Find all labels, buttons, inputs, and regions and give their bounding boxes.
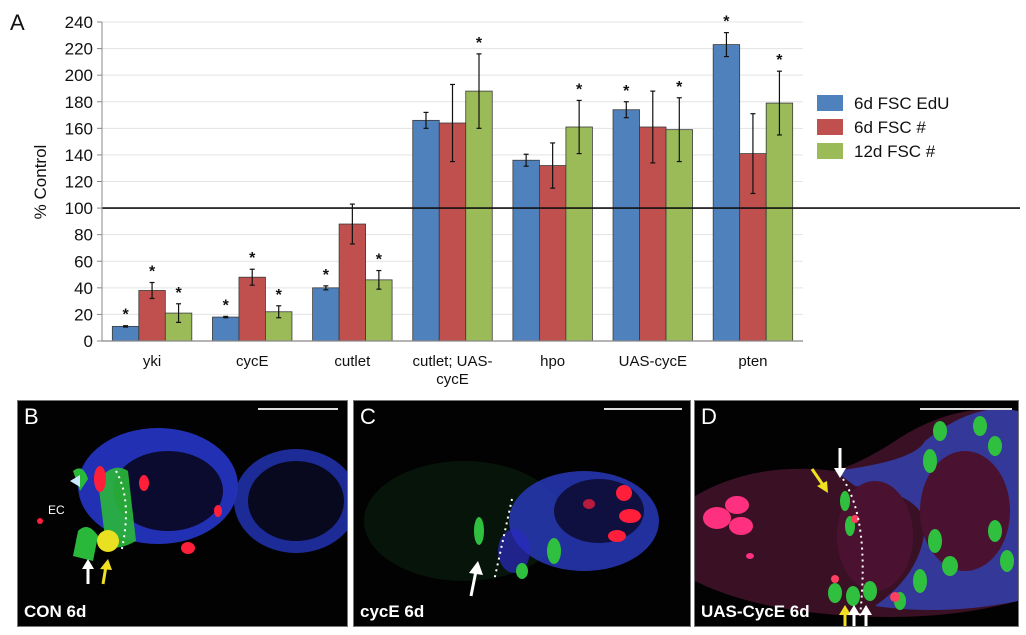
y-tick-label: 200 bbox=[65, 66, 93, 85]
bar bbox=[111, 325, 140, 342]
bar bbox=[538, 165, 567, 342]
bar bbox=[212, 316, 240, 342]
bar bbox=[238, 276, 266, 342]
bar bbox=[665, 129, 693, 342]
micrograph-d-image bbox=[695, 409, 1018, 626]
axes bbox=[101, 22, 803, 342]
significance-star: * bbox=[776, 52, 783, 69]
significance-star: * bbox=[576, 81, 583, 98]
legend-label: 6d FSC EdU bbox=[854, 94, 949, 113]
significance-star: * bbox=[476, 35, 483, 52]
x-axis-categories: yki cycE cutlet cutlet; UAS-cycE hpo UAS-cycE… bbox=[143, 353, 768, 388]
y-tick-label: 120 bbox=[65, 173, 93, 192]
y-tick-label: 220 bbox=[65, 40, 93, 59]
significance-star: * bbox=[323, 267, 330, 284]
panel-caption-b: CON 6d bbox=[24, 602, 87, 621]
y-tick-label: 0 bbox=[84, 332, 93, 351]
bar bbox=[465, 90, 493, 342]
bar bbox=[412, 119, 440, 342]
micrograph-panel-c: C cycE 6d bbox=[353, 400, 691, 627]
y-tick-label: 40 bbox=[74, 279, 93, 298]
white-arrow-icon bbox=[848, 605, 860, 626]
y-tick-label: 240 bbox=[65, 13, 93, 32]
y-tick-label: 100 bbox=[65, 199, 93, 218]
legend-label: 6d FSC # bbox=[854, 118, 926, 137]
white-arrow-icon bbox=[834, 448, 846, 478]
micrograph-panel-b: B EC CON 6d bbox=[17, 400, 348, 627]
micrograph-panel-d: D UAS-CycE 6d bbox=[694, 400, 1019, 627]
bar-chart: A % Control 0 20 40 60 80 100 120 140 160 180 200 2… bbox=[10, 10, 1020, 388]
x-category-label: cutlet bbox=[334, 353, 371, 370]
x-category-label: cycE bbox=[236, 353, 269, 370]
scale-bar bbox=[604, 408, 682, 410]
white-arrow-icon bbox=[469, 561, 483, 597]
bar bbox=[712, 44, 741, 342]
x-category-label: cutlet; UAS- bbox=[412, 353, 492, 370]
panel-label-a: A bbox=[10, 10, 25, 35]
x-category-label: hpo bbox=[540, 353, 565, 370]
significance-star: * bbox=[276, 287, 283, 304]
bar bbox=[365, 279, 393, 342]
bar bbox=[765, 102, 794, 342]
bar bbox=[312, 287, 340, 342]
legend-label: 12d FSC # bbox=[854, 142, 936, 161]
yellow-arrow-icon bbox=[100, 559, 112, 585]
x-category-label: pten bbox=[738, 353, 767, 370]
white-arrow-icon bbox=[82, 559, 94, 584]
significance-star: * bbox=[676, 79, 683, 96]
panel-caption-d: UAS-CycE 6d bbox=[701, 602, 810, 621]
y-tick-label: 60 bbox=[74, 252, 93, 271]
bar bbox=[612, 109, 640, 342]
y-tick-label: 140 bbox=[65, 146, 93, 165]
legend-swatch bbox=[817, 119, 843, 135]
panel-label-d: D bbox=[701, 404, 717, 429]
micrograph-b-image bbox=[37, 428, 347, 585]
panel-label-c: C bbox=[360, 404, 376, 429]
significance-star: * bbox=[249, 250, 256, 267]
significance-star: * bbox=[723, 14, 730, 31]
legend-swatch bbox=[817, 143, 843, 159]
bar bbox=[565, 126, 593, 342]
significance-star: * bbox=[175, 285, 182, 302]
significance-star: * bbox=[122, 307, 129, 324]
x-category-label: yki bbox=[143, 353, 161, 370]
scale-bar bbox=[258, 408, 338, 410]
significance-star: * bbox=[376, 252, 383, 269]
y-tick-label: 20 bbox=[74, 305, 93, 324]
x-category-label: cycE bbox=[436, 371, 469, 388]
y-axis-ticks: 0 20 40 60 80 100 120 140 160 180 200 220 240 bbox=[65, 13, 102, 351]
y-tick-label: 160 bbox=[65, 119, 93, 138]
yellow-arrow-icon bbox=[839, 605, 851, 626]
white-arrow-icon bbox=[860, 605, 872, 626]
bar bbox=[512, 159, 540, 342]
panel-label-b: B bbox=[24, 404, 39, 429]
yellow-arrow-icon bbox=[810, 468, 828, 493]
panel-caption-c: cycE 6d bbox=[360, 602, 425, 621]
bars: * * * * * * * * * * * * * * bbox=[111, 14, 794, 342]
y-axis-label: % Control bbox=[31, 145, 50, 220]
micrograph-c-image bbox=[364, 461, 659, 597]
x-category-label: UAS-cycE bbox=[619, 353, 687, 370]
significance-star: * bbox=[223, 297, 230, 314]
y-tick-label: 80 bbox=[74, 226, 93, 245]
legend: 6d FSC EdU 6d FSC # 12d FSC # bbox=[817, 94, 949, 161]
significance-star: * bbox=[149, 264, 156, 281]
ec-annotation: EC bbox=[48, 503, 65, 517]
scale-bar bbox=[920, 408, 1012, 410]
y-tick-label: 180 bbox=[65, 93, 93, 112]
arrowhead-ec-icon bbox=[70, 475, 80, 487]
legend-swatch bbox=[817, 95, 843, 111]
significance-star: * bbox=[623, 83, 630, 100]
